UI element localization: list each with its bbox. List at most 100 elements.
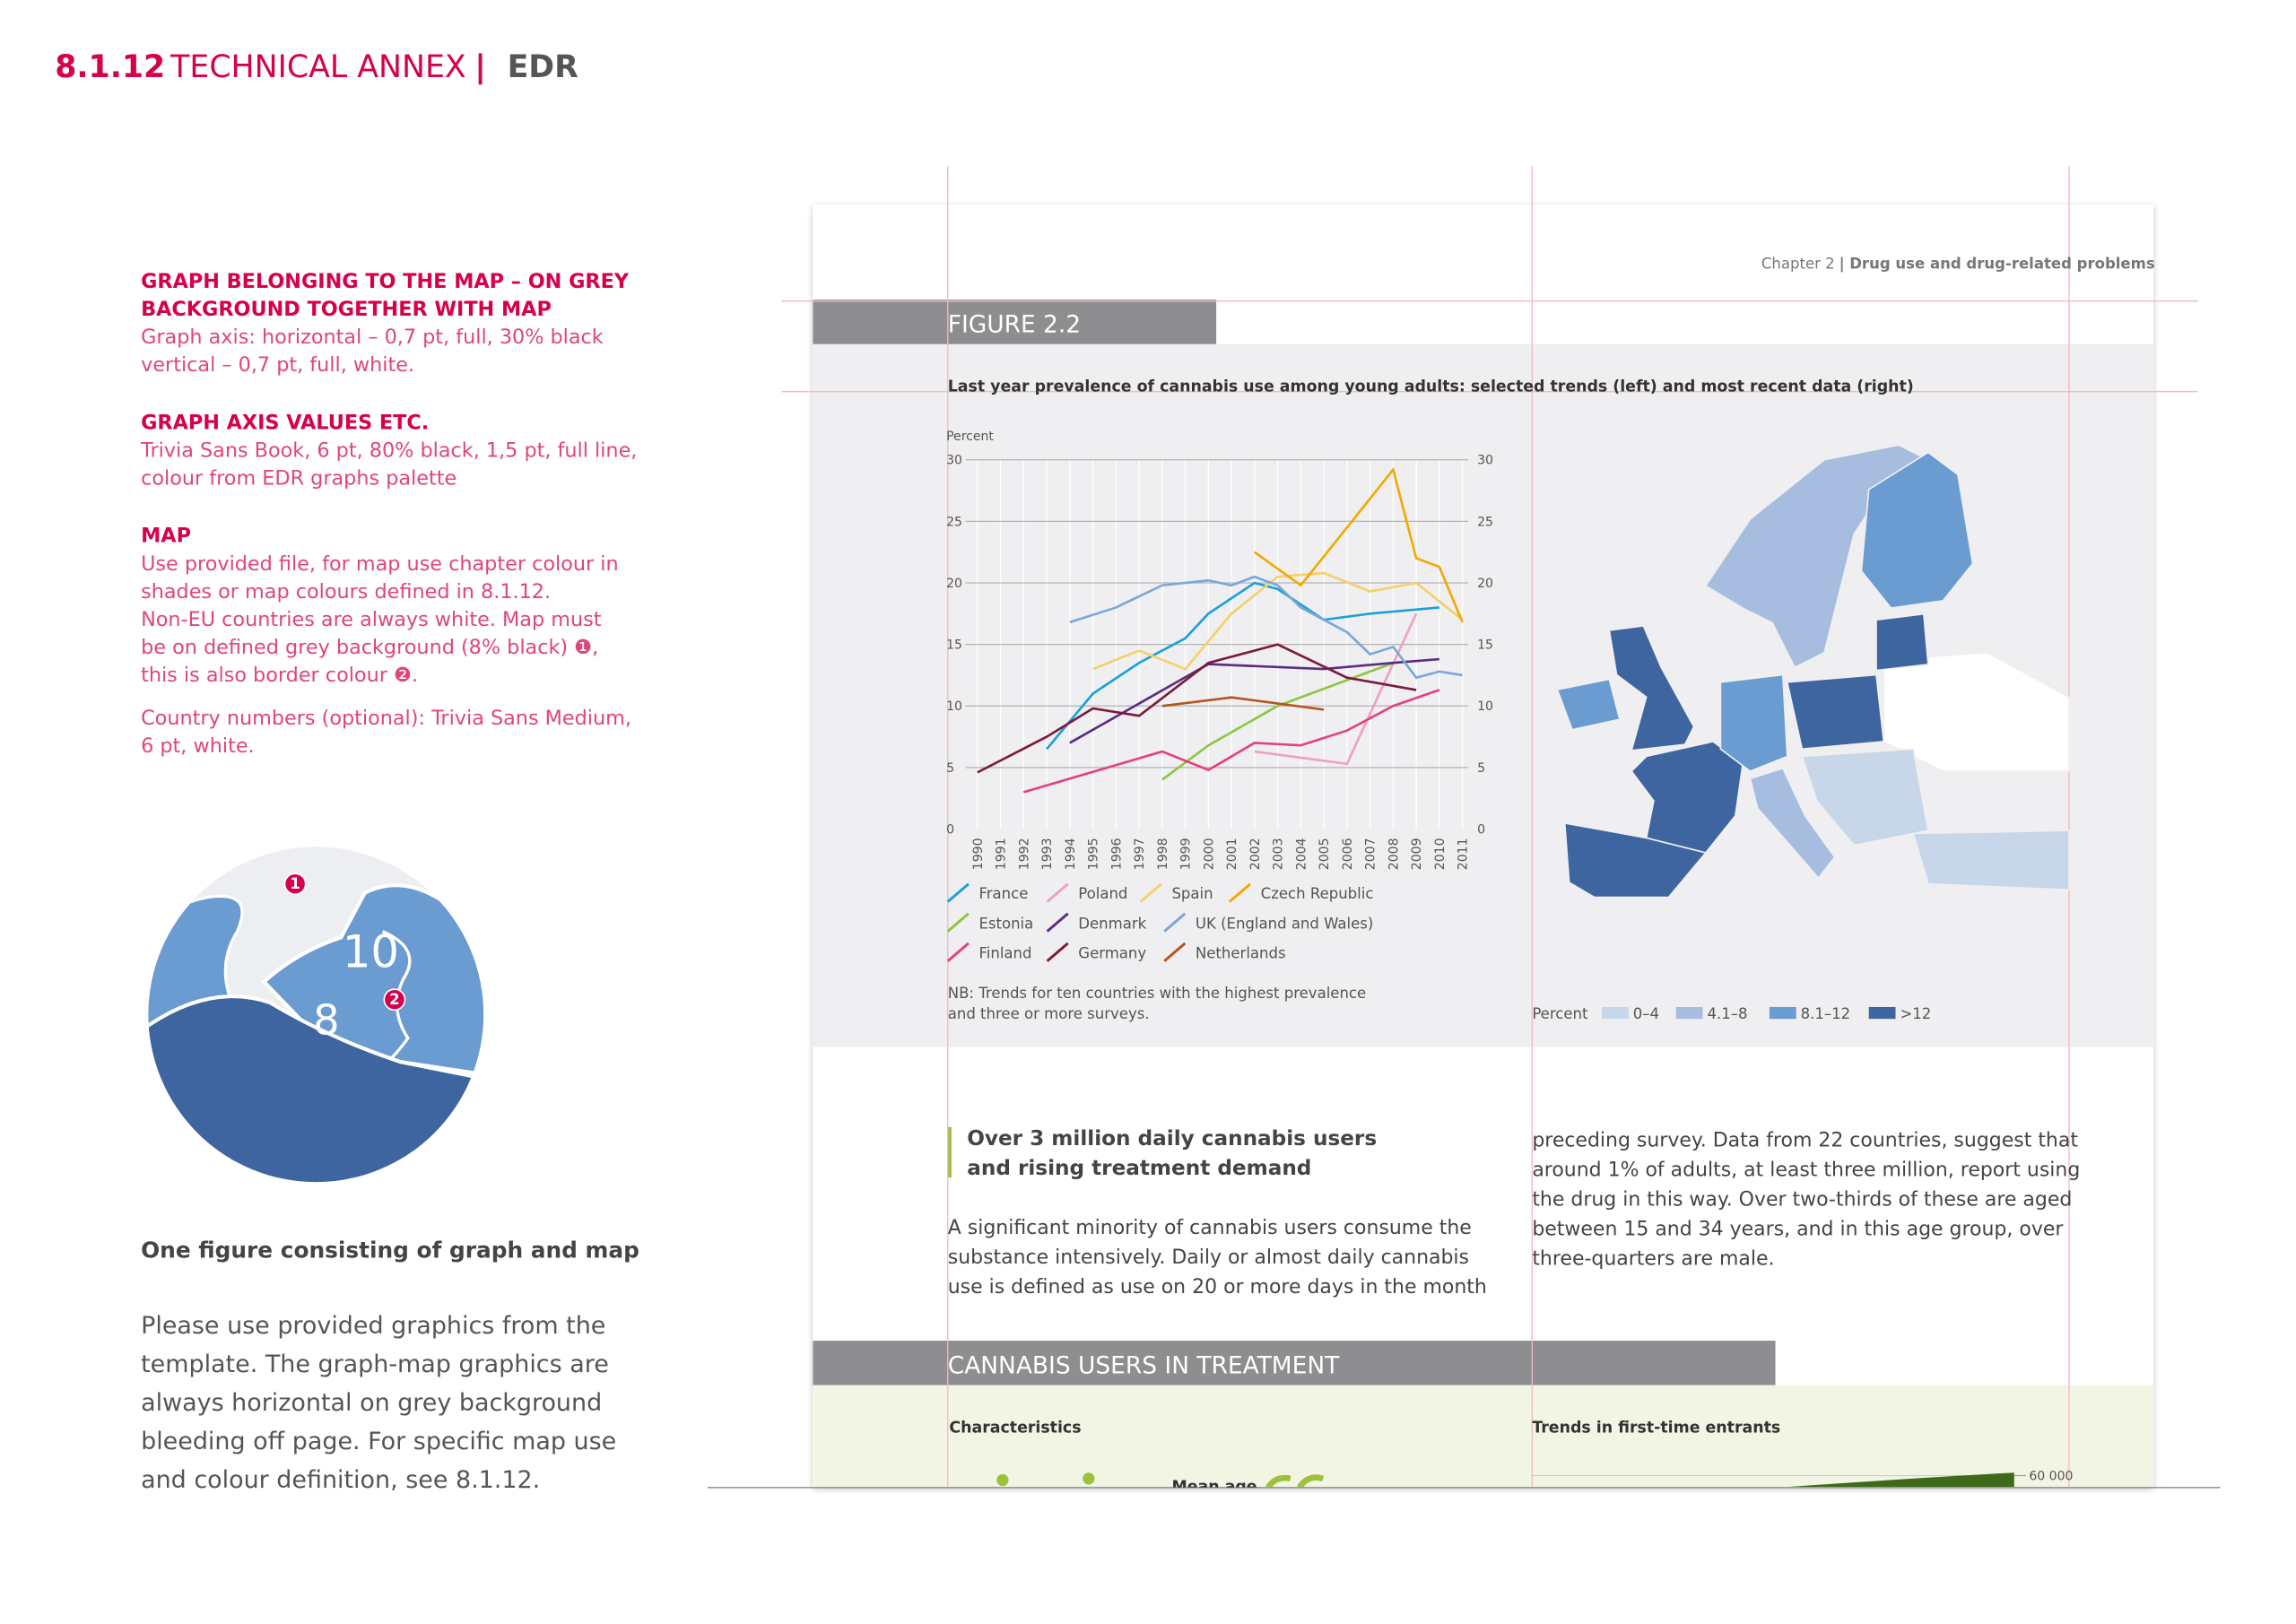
running-head-title: Drug use and drug-related problems <box>1849 255 2155 272</box>
guides <box>781 166 2198 1488</box>
y-tick-label: 25 <box>946 515 962 529</box>
marker-number: 2 <box>389 991 400 1008</box>
body-text: three-quarters are male. <box>1532 1248 1774 1271</box>
legend-label: Finland <box>978 944 1031 961</box>
country-number: 10 <box>343 926 399 978</box>
x-tick-label: 1990 <box>971 838 986 870</box>
legend-label: Denmark <box>1078 915 1146 932</box>
axis-title: Percent <box>946 430 994 444</box>
chart-note: and three or more surveys. <box>948 1005 1150 1022</box>
body-text: substance intensively. Daily or almost d… <box>948 1246 1469 1269</box>
map-country <box>1801 748 1929 847</box>
x-tick-label: 2002 <box>1248 838 1263 870</box>
figure-label: FIGURE 2.2 <box>948 311 1081 339</box>
map-country <box>1875 612 1929 672</box>
note-text: vertical – 0,7 pt, full, white. <box>141 353 414 377</box>
y2-tick-label: 20 <box>1477 577 1493 591</box>
running-head: Chapter 2 <box>1761 255 1835 272</box>
note-heading: GRAPH AXIS VALUES ETC. <box>141 411 429 434</box>
y2-tick-label: 5 <box>1477 761 1485 776</box>
legend-label: Czech Republic <box>1261 885 1374 902</box>
note-text: Use provided file, for map use chapter c… <box>141 552 619 576</box>
panel-title: Trends in first-time entrants <box>1532 1420 1780 1437</box>
series-line <box>1161 696 1325 711</box>
country-number: 8 <box>313 996 339 1045</box>
brand: EDR <box>508 49 579 85</box>
x-tick-label: 1999 <box>1179 838 1194 870</box>
marker <box>283 873 307 896</box>
map-legend-swatch <box>1602 1006 1629 1020</box>
x-tick-label: 2010 <box>1433 838 1448 870</box>
legend-label: Germany <box>1078 944 1146 961</box>
map-country <box>1719 673 1788 772</box>
legend-swatch <box>1046 942 1069 962</box>
series-line <box>1046 581 1439 751</box>
map-legend-swatch <box>1868 1006 1896 1020</box>
legend-label: Poland <box>1078 885 1127 902</box>
caption: One figure consisting of graph and map <box>141 1237 639 1263</box>
y2-tick-label: 25 <box>1477 515 1493 529</box>
body-text: A significant minority of cannabis users… <box>948 1217 1472 1239</box>
chart-note: NB: Trends for ten countries with the hi… <box>948 985 1366 1002</box>
legend-swatch <box>1163 912 1187 933</box>
paragraph-line: Please use provided graphics from the <box>141 1312 605 1340</box>
map-legend-swatch <box>1675 1006 1703 1020</box>
map-legend-label: 0–4 <box>1633 1005 1659 1022</box>
map-country <box>1608 625 1695 751</box>
series-line <box>1254 466 1464 623</box>
legend-swatch <box>1163 942 1187 962</box>
note-text: Country numbers (optional): Trivia Sans … <box>141 707 631 730</box>
section-title: TECHNICAL ANNEX <box>170 49 466 85</box>
x-tick-label: 2011 <box>1457 838 1471 870</box>
legend-swatch <box>1139 882 1162 903</box>
y-tick-label: 30 <box>946 454 962 468</box>
x-tick-label: 2004 <box>1294 838 1309 870</box>
highlight-heading: Over 3 million daily cannabis users <box>967 1127 1377 1151</box>
series-line <box>977 643 1417 774</box>
body-text: use is defined as use on 20 or more days… <box>948 1276 1487 1298</box>
map-legend-label: 8.1–12 <box>1801 1005 1851 1022</box>
separator: | <box>474 49 486 85</box>
section-heading: CANNABIS USERS IN TREATMENT <box>948 1351 1340 1379</box>
x-tick-label: 2009 <box>1410 838 1424 870</box>
map-country <box>1563 821 1708 899</box>
paragraph-line: bleeding off page. For specific map use <box>141 1428 616 1455</box>
legend-swatch <box>946 882 970 903</box>
note-text: shades or map colours defined in 8.1.12. <box>141 580 551 604</box>
y-tick-label: 20 <box>946 577 962 591</box>
note-heading: GRAPH BELONGING TO THE MAP – ON GREY <box>141 270 630 293</box>
map-country <box>1860 451 1974 609</box>
legend-swatch <box>946 912 970 933</box>
note-text: colour from EDR graphs palette <box>141 467 457 491</box>
legend-swatch <box>1046 912 1069 933</box>
legend-swatch <box>946 942 970 962</box>
x-tick-label: 1995 <box>1087 838 1101 870</box>
body-text: around 1% of adults, at least three mill… <box>1532 1159 2080 1181</box>
body-text: preceding survey. Data from 22 countries… <box>1532 1129 2078 1151</box>
y2-tick-label: 15 <box>1477 638 1493 653</box>
marker-number: 1 <box>290 875 300 892</box>
legend-label: France <box>978 885 1028 902</box>
x-tick-label: 1996 <box>1109 838 1124 870</box>
x-tick-label: 2006 <box>1341 838 1355 870</box>
map-detail <box>148 847 484 1183</box>
map-country <box>1912 829 2070 891</box>
series-line <box>1069 657 1439 744</box>
note-text: be on defined grey background (8% black)… <box>141 636 598 659</box>
series-line <box>1069 575 1463 680</box>
map-legend-label: 4.1–8 <box>1707 1005 1747 1022</box>
note-text: this is also border colour ❷. <box>141 664 418 687</box>
map-country <box>1786 673 1885 751</box>
x-tick-label: 2001 <box>1225 838 1239 870</box>
y-tick-label: 0 <box>946 822 954 837</box>
y-tick-label: 15 <box>946 638 962 653</box>
map-legend-label: >12 <box>1900 1005 1931 1022</box>
map-country <box>1556 678 1621 731</box>
note-text: Trivia Sans Book, 6 pt, 80% black, 1,5 p… <box>140 439 637 462</box>
x-tick-label: 2003 <box>1272 838 1286 870</box>
x-tick-label: 1991 <box>995 838 1009 870</box>
panel-label: Mean age <box>1171 1479 1257 1497</box>
body-text: the drug in this way. Over two-thirds of… <box>1532 1189 2072 1211</box>
tick-label: 60 000 <box>2029 1470 2073 1484</box>
